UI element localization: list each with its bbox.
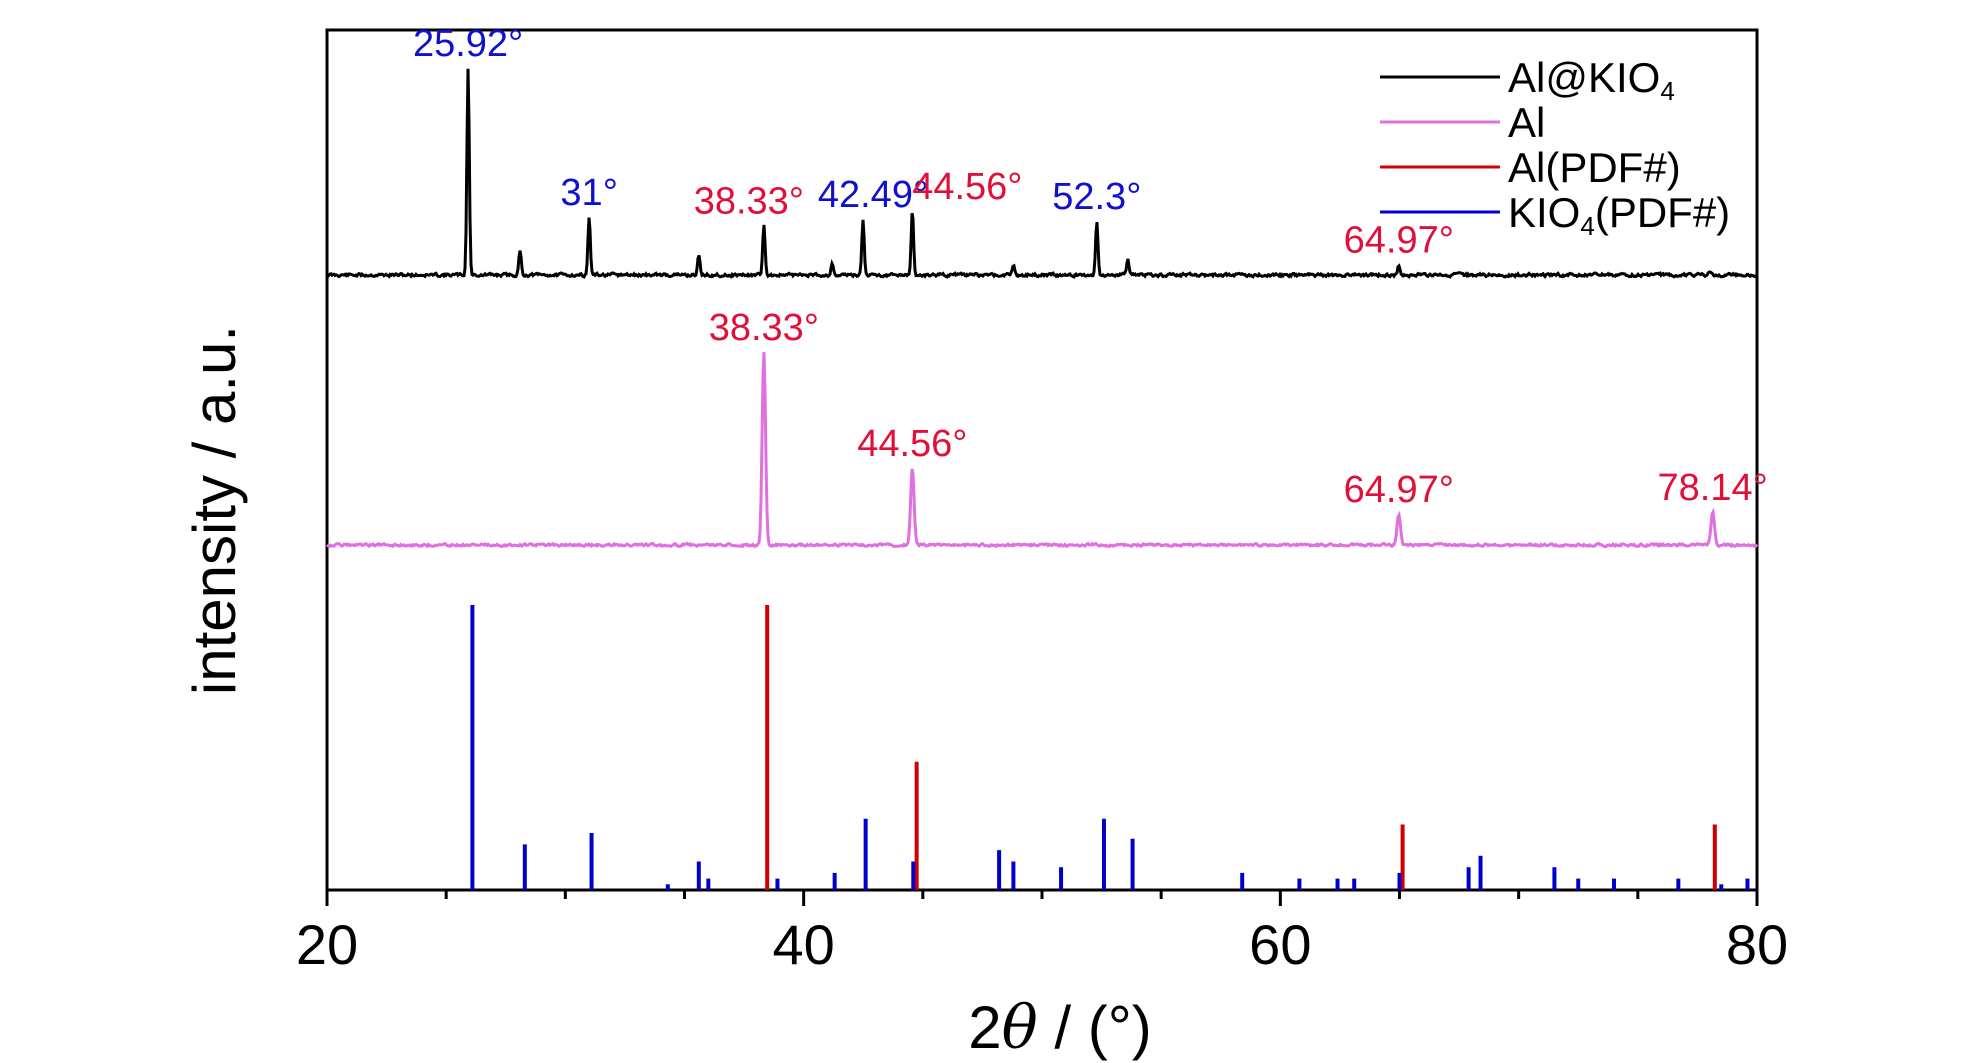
legend-label: Al@KIO4: [1508, 54, 1675, 106]
x-tick-label: 80: [1726, 913, 1788, 976]
legend-item: Al(PDF#): [1380, 144, 1681, 191]
series-Al(PDF#): [765, 605, 1717, 890]
peak-label: 64.97°: [1344, 469, 1454, 511]
legend-item: KIO4(PDF#): [1380, 189, 1730, 241]
peak-label: 78.14°: [1658, 467, 1768, 509]
legend-label: Al(PDF#): [1508, 144, 1681, 191]
series-KIO4(PDF#): [470, 605, 1750, 890]
legend-item: Al@KIO4: [1380, 54, 1675, 106]
x-tick-label: 20: [296, 913, 358, 976]
peak-label: 38.33°: [694, 180, 804, 222]
peak-label: 44.56°: [857, 423, 967, 465]
x-axis-ticks: 20 40 60 80: [296, 890, 1788, 976]
legend-label: Al: [1508, 99, 1545, 146]
y-axis-label: intensity / a.u.: [181, 325, 248, 695]
x-axis-label: 2θ / (°): [968, 993, 1151, 1063]
series-layer: [325, 68, 1759, 890]
pattern-line: [326, 68, 1758, 279]
x-axis-label-theta: θ: [1002, 993, 1038, 1063]
peak-label: 42.49°: [818, 174, 928, 216]
x-tick-label: 60: [1249, 913, 1311, 976]
pattern-line: [325, 352, 1759, 549]
peak-label: 52.3°: [1052, 176, 1141, 218]
peak-label: 64.97°: [1344, 220, 1454, 262]
legend-item: Al: [1380, 99, 1545, 146]
x-tick-label: 40: [773, 913, 835, 976]
peak-label: 31°: [560, 172, 617, 214]
peak-label: 25.92°: [413, 23, 523, 65]
series-Al@KIO4: [326, 68, 1758, 279]
peak-label: 38.33°: [709, 307, 819, 349]
peak-label: 44.56°: [912, 166, 1022, 208]
series-Al: [325, 352, 1759, 549]
x-axis-label-prefix: 2: [968, 994, 1001, 1061]
legend-label: KIO4(PDF#): [1508, 189, 1730, 241]
peak-annotations: 25.92°31° 38.33° 42.49°44.56° 52.3°64.97°38…: [413, 23, 1768, 511]
x-axis-label-unit: / (°): [1038, 994, 1152, 1061]
